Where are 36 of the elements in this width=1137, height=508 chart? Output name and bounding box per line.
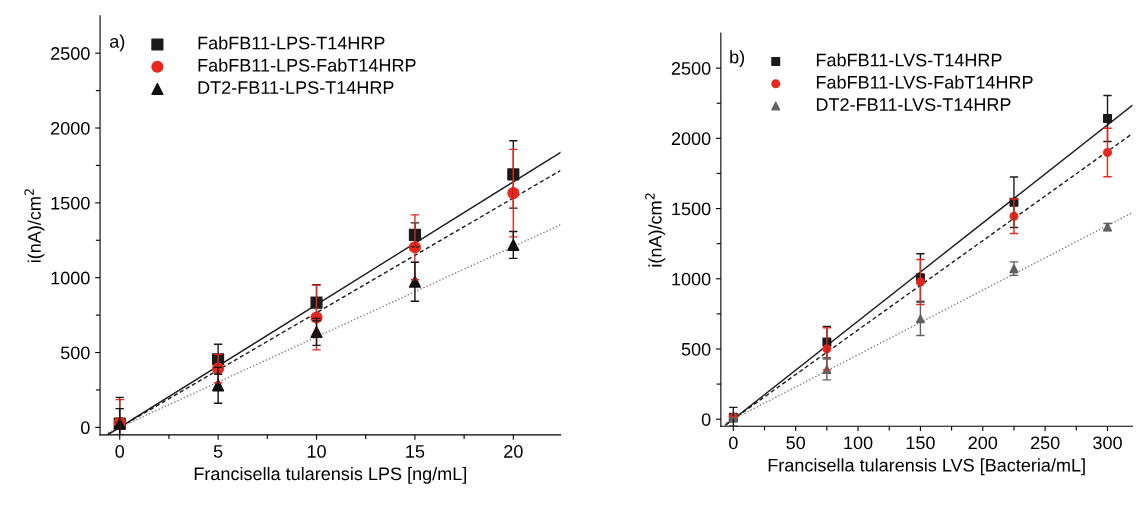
y-tick-label: 1000: [672, 272, 711, 286]
x-tick-label: 0: [729, 436, 738, 450]
legend-label: DT2-FB11-LVS-T14HRP: [816, 98, 1011, 111]
x-tick-label: 150: [906, 436, 935, 450]
y-axis-title: i(nA)/cm$^{2}$: [24, 189, 45, 263]
x-tick-label: 20: [504, 445, 523, 458]
y-tick-label: 2500: [671, 62, 711, 75]
legend-label: DT2-FB11-LPS-T14HRP: [198, 81, 394, 94]
y-tick-label: 2000: [51, 121, 90, 135]
y-tick-label: 1500: [51, 196, 90, 210]
annotation: a): [110, 34, 125, 52]
y-axis-title: i(nA)/cm$^{2}$: [645, 193, 666, 267]
legend-label: FabFB11-LVS-FabT14HRP: [816, 75, 1033, 89]
legend-label: FabFB11-LVS-T14HRP: [816, 53, 1002, 67]
legend-label: FabFB11-LPS-FabT14HRP: [198, 58, 416, 72]
legend-label: FabFB11-LPS-T14HRP: [198, 36, 385, 50]
y-tick-label: 0: [701, 413, 711, 426]
x-tick-label: 200: [968, 436, 998, 450]
x-tick-label: 300: [1093, 436, 1122, 450]
x-axis-title: Francisella tularensis LVS [Bacteria/mL]: [768, 458, 1085, 476]
y-tick-label: 0: [81, 421, 90, 435]
y-tick-label: 500: [681, 342, 711, 356]
y-tick-label: 2500: [51, 47, 90, 60]
x-tick-label: 250: [1030, 436, 1060, 450]
x-tick-label: 0: [115, 445, 125, 458]
x-axis-title: Francisella tularensis LPS [ng/mL]: [194, 466, 466, 484]
x-tick-label: 15: [406, 445, 425, 458]
y-tick-label: 2000: [671, 132, 711, 146]
y-tick-label: 1500: [672, 202, 711, 216]
y-tick-label: 500: [60, 346, 90, 360]
x-tick-label: 100: [844, 436, 873, 450]
y-tick-label: 1000: [51, 271, 90, 285]
x-tick-label: 5: [213, 445, 223, 458]
annotation: b): [730, 50, 745, 67]
x-tick-label: 10: [307, 445, 326, 458]
x-tick-label: 50: [786, 436, 806, 450]
